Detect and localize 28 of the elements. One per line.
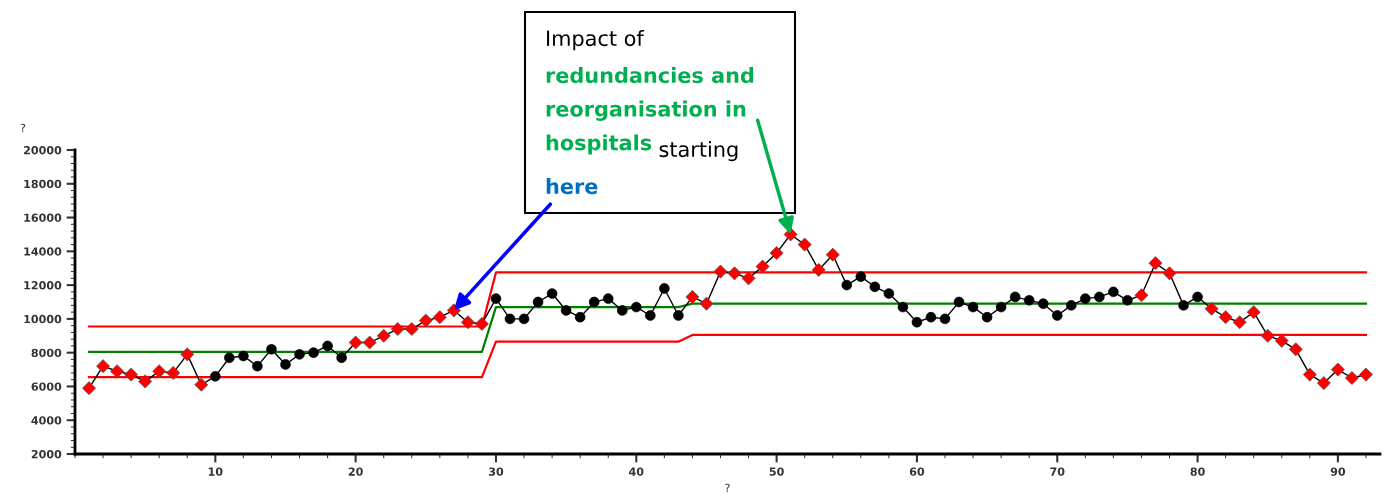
y-tick-label: 18000 bbox=[24, 179, 62, 189]
y-axis-title: ? bbox=[20, 123, 26, 132]
x-tick-label: 80 bbox=[1190, 467, 1205, 476]
x-tick-label: 70 bbox=[1050, 467, 1065, 476]
point bbox=[1302, 367, 1317, 382]
y-tick-label: 20000 bbox=[24, 145, 62, 155]
y-tick-label: 10000 bbox=[24, 314, 62, 324]
x-tick-label: 90 bbox=[1330, 467, 1346, 476]
annotation: here bbox=[546, 178, 598, 195]
text: Impact of bbox=[547, 30, 645, 51]
point bbox=[1218, 310, 1233, 325]
annotation: starting bbox=[659, 141, 738, 162]
y-tick-label: 12000 bbox=[24, 281, 62, 290]
x-tick-label: 40 bbox=[629, 467, 644, 476]
y-tick-label: 14000 bbox=[24, 247, 62, 256]
y-tick-label: 6000 bbox=[31, 382, 62, 391]
x-axis-title: ? bbox=[725, 483, 730, 492]
y-tick-label: 16000 bbox=[24, 213, 62, 222]
point bbox=[138, 374, 153, 389]
y-tick-label: 4000 bbox=[31, 416, 62, 425]
point bbox=[685, 290, 700, 304]
x-tick-label: 30 bbox=[488, 467, 504, 476]
x-tick-label: 20 bbox=[348, 467, 363, 476]
x-tick-label: 60 bbox=[909, 467, 925, 476]
x-tick-label: 50 bbox=[769, 467, 784, 476]
x-tick-label: 10 bbox=[208, 467, 223, 476]
y-tick-label: 8000 bbox=[31, 348, 62, 358]
y-tick-label: 2000 bbox=[31, 449, 62, 459]
